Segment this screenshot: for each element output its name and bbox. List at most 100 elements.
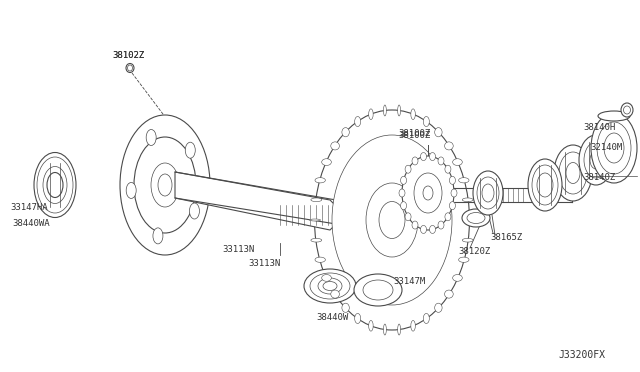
Ellipse shape [445,165,451,173]
Ellipse shape [318,278,342,294]
Ellipse shape [598,111,630,121]
Ellipse shape [423,116,429,126]
Ellipse shape [412,157,418,165]
Ellipse shape [452,159,462,166]
Ellipse shape [332,135,452,305]
Ellipse shape [429,153,435,161]
Text: 33113N: 33113N [248,259,280,267]
Ellipse shape [467,212,485,224]
Text: 38100Z: 38100Z [398,131,430,140]
Ellipse shape [158,174,172,196]
Ellipse shape [323,282,337,291]
Ellipse shape [623,106,630,114]
Text: 38440WA: 38440WA [12,218,50,228]
Ellipse shape [314,110,470,330]
Text: 33147HA: 33147HA [10,203,47,212]
Ellipse shape [420,153,426,161]
Ellipse shape [420,225,426,234]
Ellipse shape [310,273,350,299]
Text: 38100Z: 38100Z [398,128,430,138]
Ellipse shape [331,142,339,150]
Ellipse shape [423,314,429,324]
Ellipse shape [477,177,499,209]
Ellipse shape [402,156,454,230]
Ellipse shape [528,159,562,211]
Ellipse shape [405,165,411,173]
Ellipse shape [311,238,322,242]
Text: 32140M: 32140M [590,144,622,153]
Ellipse shape [322,159,332,166]
Ellipse shape [411,320,415,331]
Ellipse shape [315,178,325,183]
Ellipse shape [405,213,411,221]
Ellipse shape [369,320,373,331]
Text: 33113N: 33113N [222,246,254,254]
Text: 38440W: 38440W [316,314,348,323]
Ellipse shape [379,202,405,238]
Text: 38140H: 38140H [583,124,615,132]
Ellipse shape [47,173,63,198]
Text: 38140Z: 38140Z [583,173,615,183]
Ellipse shape [126,182,136,198]
Ellipse shape [591,113,637,183]
Ellipse shape [621,103,633,117]
Ellipse shape [34,153,76,218]
Ellipse shape [43,167,67,203]
Ellipse shape [411,109,415,119]
Ellipse shape [584,142,608,178]
Ellipse shape [559,152,587,194]
Ellipse shape [134,137,196,233]
Text: 38165Z: 38165Z [490,232,522,241]
Text: 38102Z: 38102Z [112,51,144,60]
Ellipse shape [331,290,339,298]
Ellipse shape [354,274,402,306]
Ellipse shape [355,314,361,324]
Ellipse shape [342,303,349,312]
Ellipse shape [590,151,602,169]
Ellipse shape [452,275,462,281]
Ellipse shape [383,324,387,335]
Ellipse shape [459,257,469,262]
Ellipse shape [397,105,401,116]
Ellipse shape [473,171,503,215]
Ellipse shape [311,198,322,202]
Ellipse shape [451,189,457,197]
Ellipse shape [189,203,200,219]
Ellipse shape [482,184,494,202]
Ellipse shape [304,269,356,303]
Ellipse shape [445,213,451,221]
Polygon shape [175,172,336,230]
Text: J33200FX: J33200FX [558,350,605,360]
Ellipse shape [127,65,132,71]
Ellipse shape [566,163,580,183]
Ellipse shape [363,280,393,300]
Ellipse shape [414,173,442,213]
Ellipse shape [315,257,325,262]
Ellipse shape [369,109,373,119]
Ellipse shape [322,275,332,281]
Ellipse shape [37,157,73,213]
Ellipse shape [459,178,469,183]
Ellipse shape [532,165,558,205]
Ellipse shape [342,128,349,137]
Ellipse shape [401,202,406,210]
Ellipse shape [579,135,613,185]
Ellipse shape [151,163,179,207]
Ellipse shape [397,324,401,335]
Ellipse shape [462,238,473,242]
Ellipse shape [435,303,442,312]
Ellipse shape [463,219,474,221]
Ellipse shape [146,129,156,145]
Ellipse shape [153,228,163,244]
Ellipse shape [401,176,406,185]
Ellipse shape [445,142,453,150]
Ellipse shape [310,219,321,221]
Ellipse shape [554,145,592,201]
Ellipse shape [120,115,210,255]
Ellipse shape [399,189,405,197]
Ellipse shape [355,116,361,126]
Ellipse shape [412,221,418,229]
Ellipse shape [423,186,433,200]
Ellipse shape [429,225,435,234]
Ellipse shape [126,64,134,73]
